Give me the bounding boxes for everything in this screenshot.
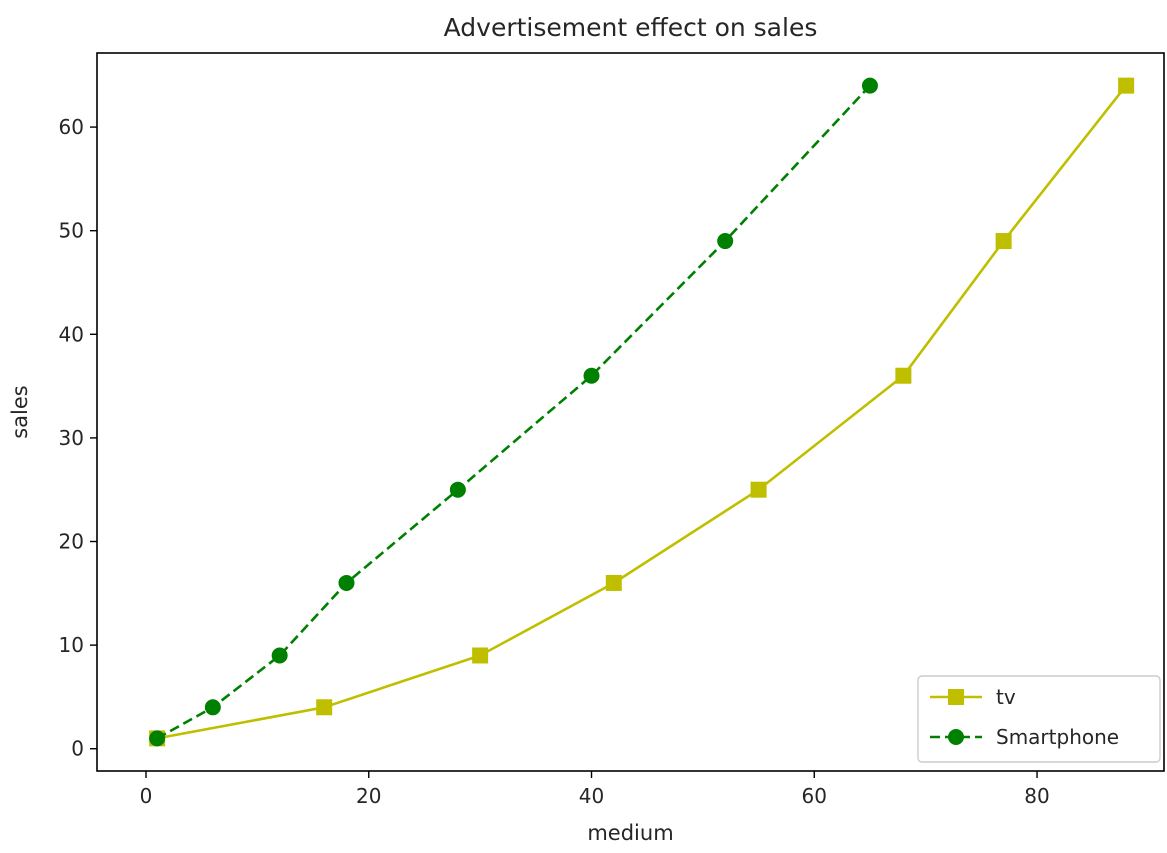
y-tick-label: 50 [59, 219, 84, 243]
x-axis-label: medium [587, 821, 673, 845]
x-tick-label: 40 [579, 784, 604, 808]
series-line [156, 84, 871, 740]
legend-box [917, 675, 1161, 763]
legend-marker [948, 689, 964, 705]
x-tick-label: 60 [802, 784, 827, 808]
plot-frame [96, 52, 1165, 772]
x-tick-label: 80 [1024, 784, 1049, 808]
y-tick-label: 10 [59, 633, 84, 657]
data-point [1118, 77, 1135, 94]
legend-item-tv: tv [930, 685, 1016, 709]
series-tv [149, 77, 1135, 747]
data-point [472, 647, 489, 664]
axis-ticks: 0 20 40 60 80 0 10 20 30 40 50 60 [59, 115, 1050, 808]
data-point [583, 367, 600, 384]
data-point [338, 574, 355, 591]
legend: tv Smartphone [917, 675, 1161, 763]
data-point [271, 647, 288, 664]
legend-marker [948, 729, 964, 745]
data-point [995, 233, 1012, 250]
data-point [895, 367, 912, 384]
data-point [449, 481, 466, 498]
y-tick-label: 20 [59, 530, 84, 554]
y-tick-label: 0 [71, 737, 84, 761]
data-point [861, 77, 878, 94]
y-tick-label: 60 [59, 115, 84, 139]
data-point [149, 730, 166, 747]
y-tick-label: 40 [59, 322, 84, 346]
data-point [750, 481, 767, 498]
x-tick-label: 0 [140, 784, 153, 808]
series-line [156, 84, 1128, 740]
data-point [204, 699, 221, 716]
legend-label: tv [996, 685, 1016, 709]
chart-title: Advertisement effect on sales [444, 13, 818, 42]
y-tick-label: 30 [59, 426, 84, 450]
legend-label: Smartphone [996, 725, 1119, 749]
series-layer [149, 77, 1135, 747]
data-point [316, 699, 333, 716]
data-point [717, 233, 734, 250]
series-smartphone [149, 77, 878, 747]
data-point [605, 574, 622, 591]
x-tick-label: 20 [356, 784, 381, 808]
y-axis-label: sales [8, 385, 32, 439]
legend-item-smartphone: Smartphone [930, 725, 1119, 749]
